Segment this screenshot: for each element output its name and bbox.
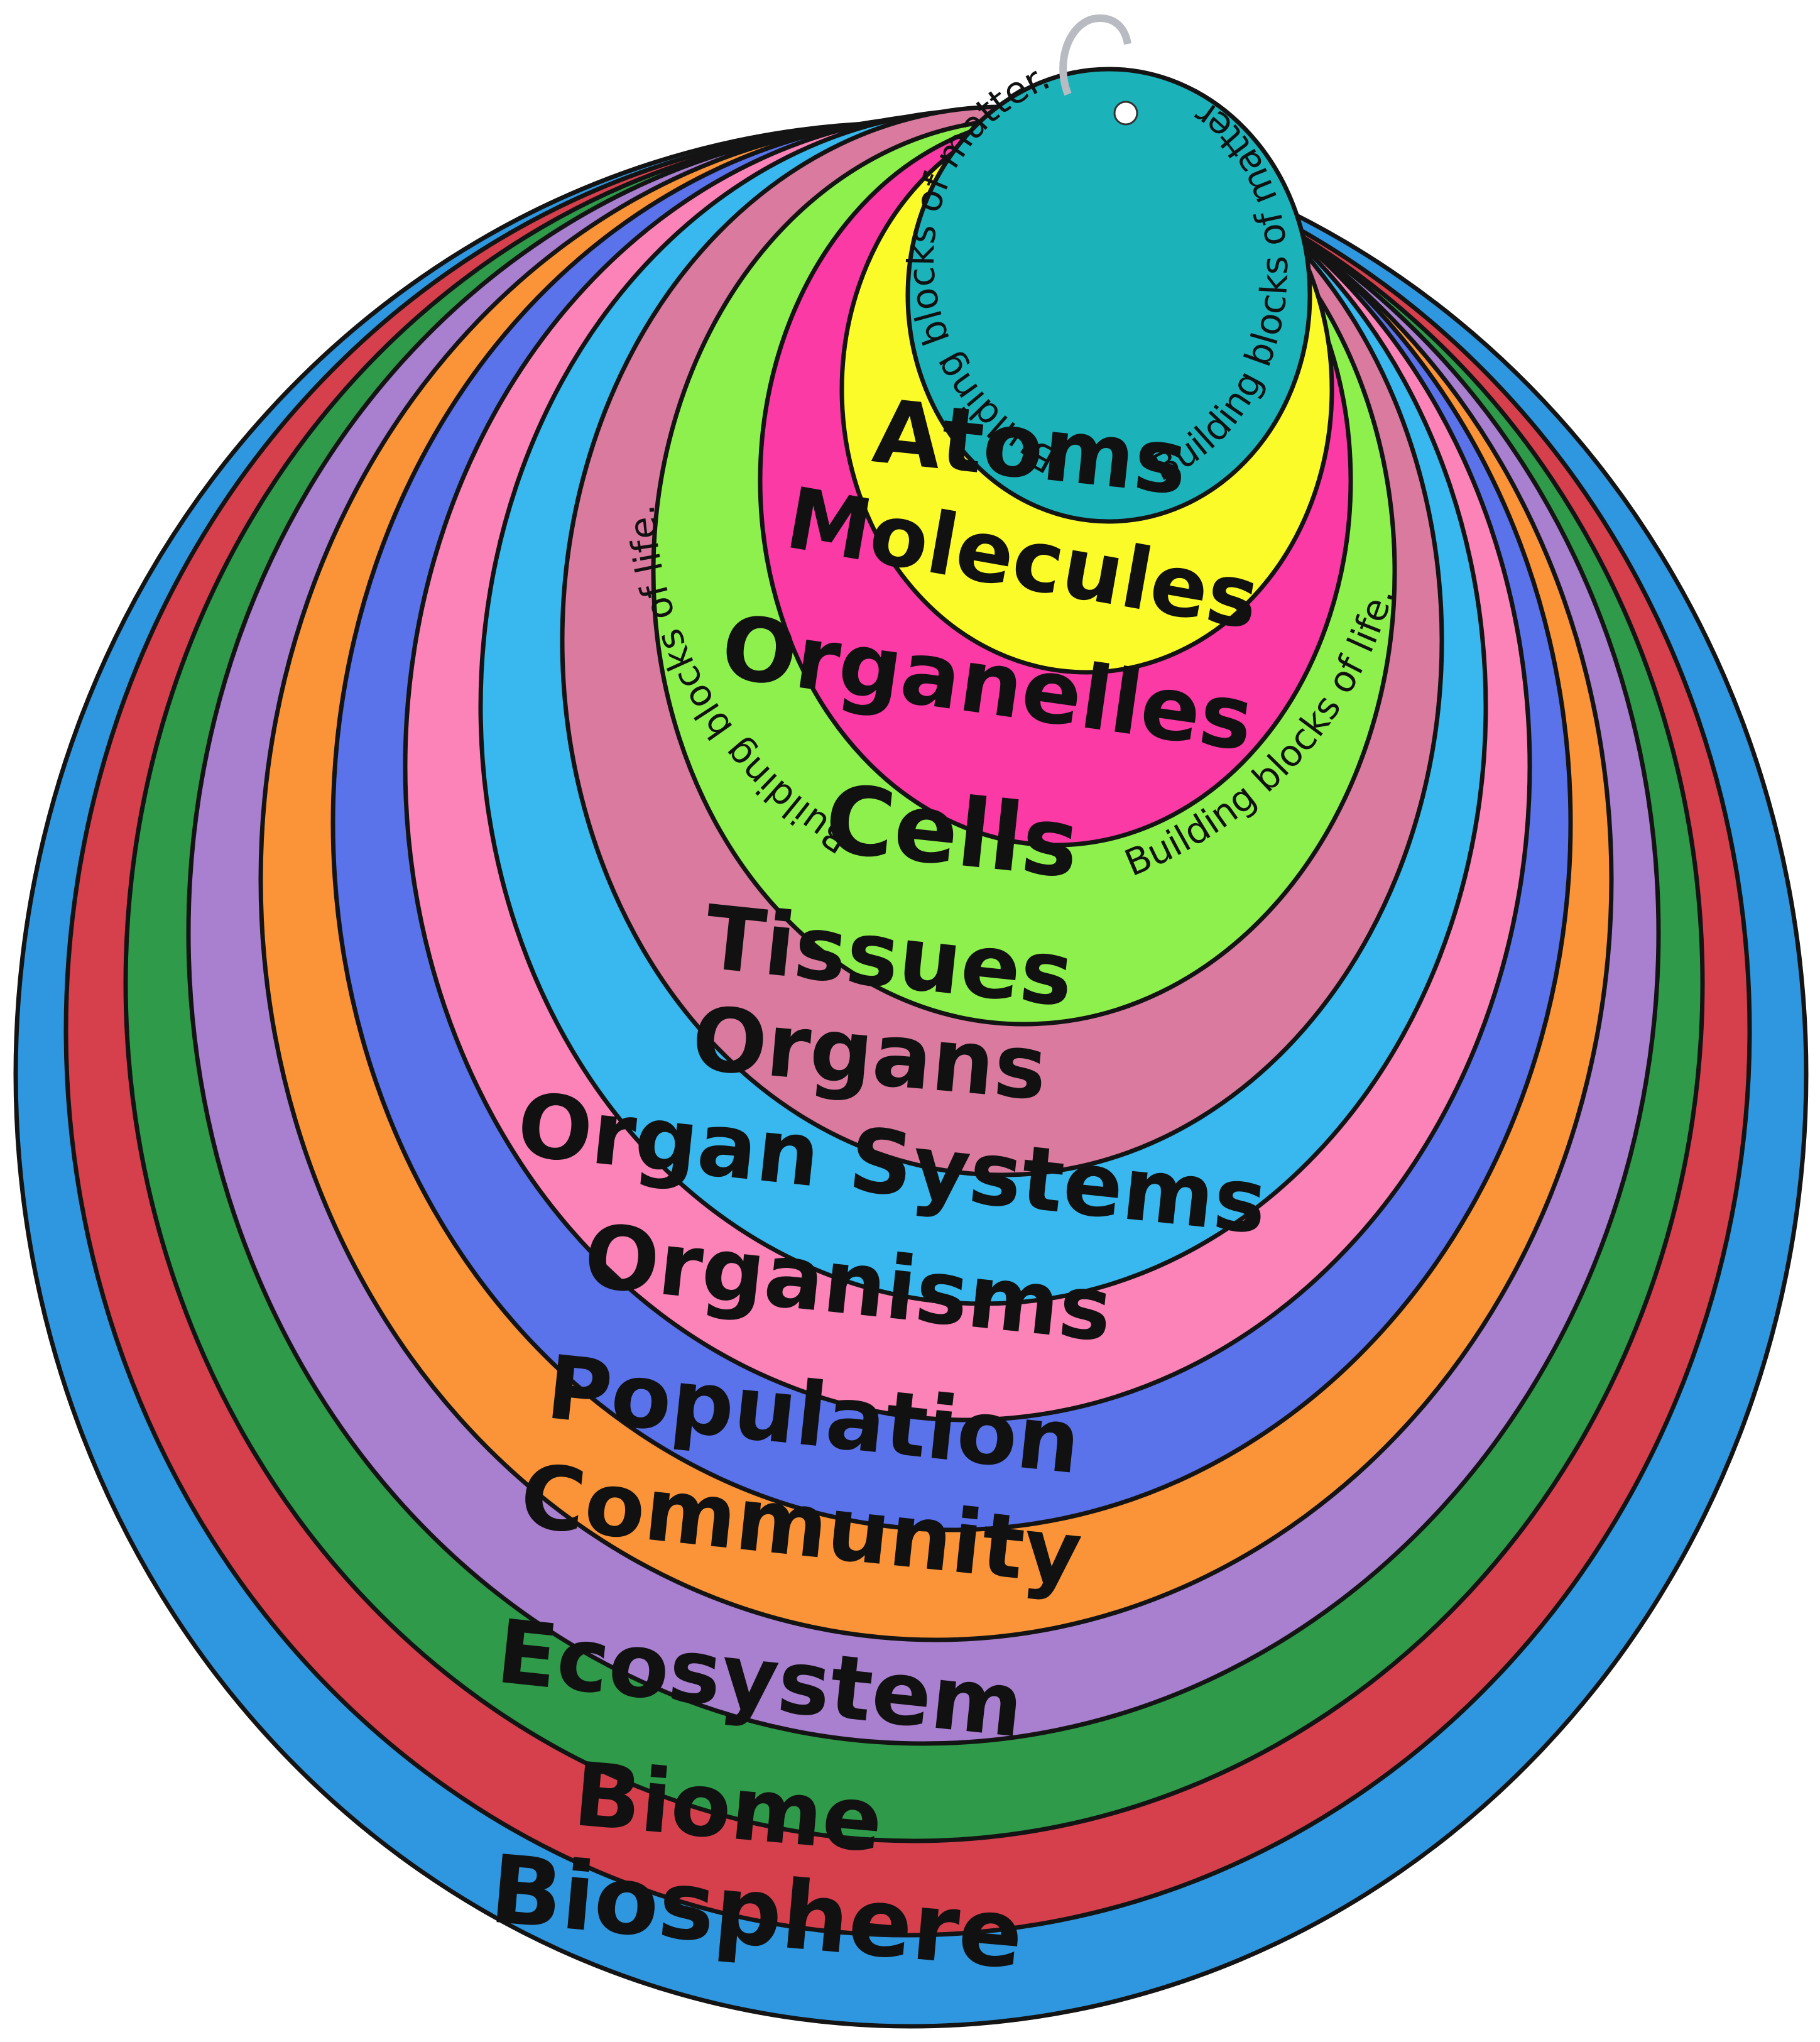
metal-ring-icon bbox=[1059, 14, 1131, 96]
punch-hole-icon bbox=[1113, 101, 1138, 126]
layer-label-cells: Cells bbox=[820, 765, 1084, 900]
layer-stack bbox=[13, 67, 1809, 2029]
ring-clip bbox=[1059, 14, 1138, 126]
layer-disc-atoms bbox=[905, 67, 1312, 524]
